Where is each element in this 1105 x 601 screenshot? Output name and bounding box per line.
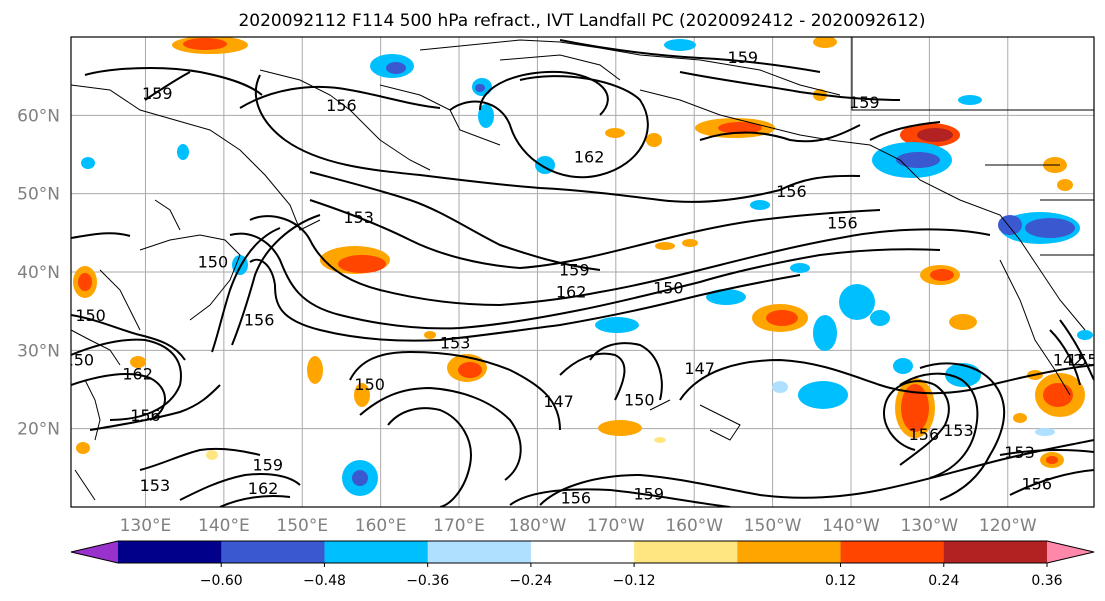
colorbar-tick-label: 0.12 xyxy=(825,573,856,589)
colorbar-segment xyxy=(737,541,842,563)
colorbar-tick-label: −0.60 xyxy=(200,573,243,589)
colorbar-segment xyxy=(634,541,738,563)
colorbar-min-extension xyxy=(71,541,118,563)
contour-label: 153 xyxy=(943,421,974,440)
lon-tick-label: 120°W xyxy=(979,516,1037,536)
colorbar-segment xyxy=(118,541,222,563)
map-frame xyxy=(70,36,1095,508)
colorbar-segment xyxy=(221,541,325,563)
lat-tick-label: 20°N xyxy=(17,420,60,440)
colorbar-segment xyxy=(840,541,945,563)
colorbar-max-extension xyxy=(1047,541,1094,563)
contour-label: 159 xyxy=(252,455,283,474)
colorbar-segment xyxy=(427,541,532,563)
contour-label: 162 xyxy=(248,479,279,498)
contour-label: 159 xyxy=(559,260,590,279)
contour-label: 153 xyxy=(440,333,471,352)
contour-label: 150 xyxy=(354,375,385,394)
contour-label: 156 xyxy=(130,406,161,425)
latitude-labels: 60°N 50°N 40°N 30°N 20°N xyxy=(17,106,60,439)
lon-tick-label: 150°W xyxy=(744,516,802,536)
colorbar-segment xyxy=(943,541,1048,563)
colorbar-segment xyxy=(530,541,635,563)
lon-tick-label: 160°E xyxy=(355,516,407,536)
contour-label: 153 xyxy=(140,476,171,495)
lat-tick-label: 40°N xyxy=(17,263,60,283)
contour-label: 147 xyxy=(543,392,574,411)
colorbar-tick-label: 0.36 xyxy=(1031,573,1062,589)
lat-tick-label: 60°N xyxy=(17,106,60,126)
lon-tick-label: 180°W xyxy=(509,516,567,536)
contour-label: 153 xyxy=(1004,443,1035,462)
lon-tick-label: 140°E xyxy=(198,516,250,536)
lon-tick-label: 130°E xyxy=(120,516,172,536)
contour-label: 159 xyxy=(728,48,759,67)
colorbar-tick-label: 0.24 xyxy=(928,573,959,589)
contour-label: 142 xyxy=(1053,351,1084,370)
lon-tick-label: 150°E xyxy=(276,516,328,536)
lon-tick-label: 170°W xyxy=(587,516,645,536)
colorbar-segment xyxy=(324,541,429,563)
contour-label: 162 xyxy=(556,282,587,301)
lon-tick-label: 170°E xyxy=(433,516,485,536)
lon-tick-label: 140°W xyxy=(822,516,880,536)
contour-label: 150 xyxy=(198,253,229,272)
contour-label: 156 xyxy=(909,425,940,444)
colorbar-tick-label: −0.12 xyxy=(613,573,656,589)
contour-label: 156 xyxy=(244,311,275,330)
contour-label: 155 xyxy=(1067,351,1098,370)
contour-label: 150 xyxy=(64,351,95,370)
contour-label: 162 xyxy=(122,365,153,384)
lon-tick-label: 160°W xyxy=(665,516,723,536)
contour-label: 147 xyxy=(684,359,715,378)
longitude-labels: 130°E 140°E 150°E 160°E 170°E 180°W 170°W 160°W… xyxy=(120,516,1037,536)
colorbar-tick-label: −0.48 xyxy=(303,573,346,589)
contour-label: 156 xyxy=(326,96,357,115)
contour-label: 156 xyxy=(776,182,807,201)
lat-tick-label: 50°N xyxy=(17,185,60,205)
colorbar-outline xyxy=(70,540,1095,564)
map-title: 2020092112 F114 500 hPa refract., IVT La… xyxy=(238,11,925,31)
contour-label: 153 xyxy=(343,208,374,227)
contour-label: 150 xyxy=(624,390,655,409)
contour-label: 159 xyxy=(633,484,664,503)
contour-label: 150 xyxy=(653,278,684,297)
contour-label: 156 xyxy=(827,213,858,232)
colorbar: −0.60−0.48−0.36−0.24−0.120.120.240.360.4… xyxy=(70,540,1095,589)
colorbar-tick-label: −0.24 xyxy=(509,573,552,589)
contour-label: 150 xyxy=(75,306,106,325)
contour-label: 159 xyxy=(849,93,880,112)
colorbar-tick-label: −0.36 xyxy=(406,573,449,589)
contour-label: 162 xyxy=(574,148,605,167)
contour-label: 156 xyxy=(1022,474,1053,493)
contour-label: 156 xyxy=(561,488,592,507)
contour-label: 159 xyxy=(142,84,173,103)
ivt-shading xyxy=(73,37,1093,496)
lon-tick-label: 130°W xyxy=(900,516,958,536)
refractivity-contours xyxy=(71,39,1094,507)
lat-tick-label: 30°N xyxy=(17,341,60,361)
negative-anomaly-patches xyxy=(81,39,1093,496)
